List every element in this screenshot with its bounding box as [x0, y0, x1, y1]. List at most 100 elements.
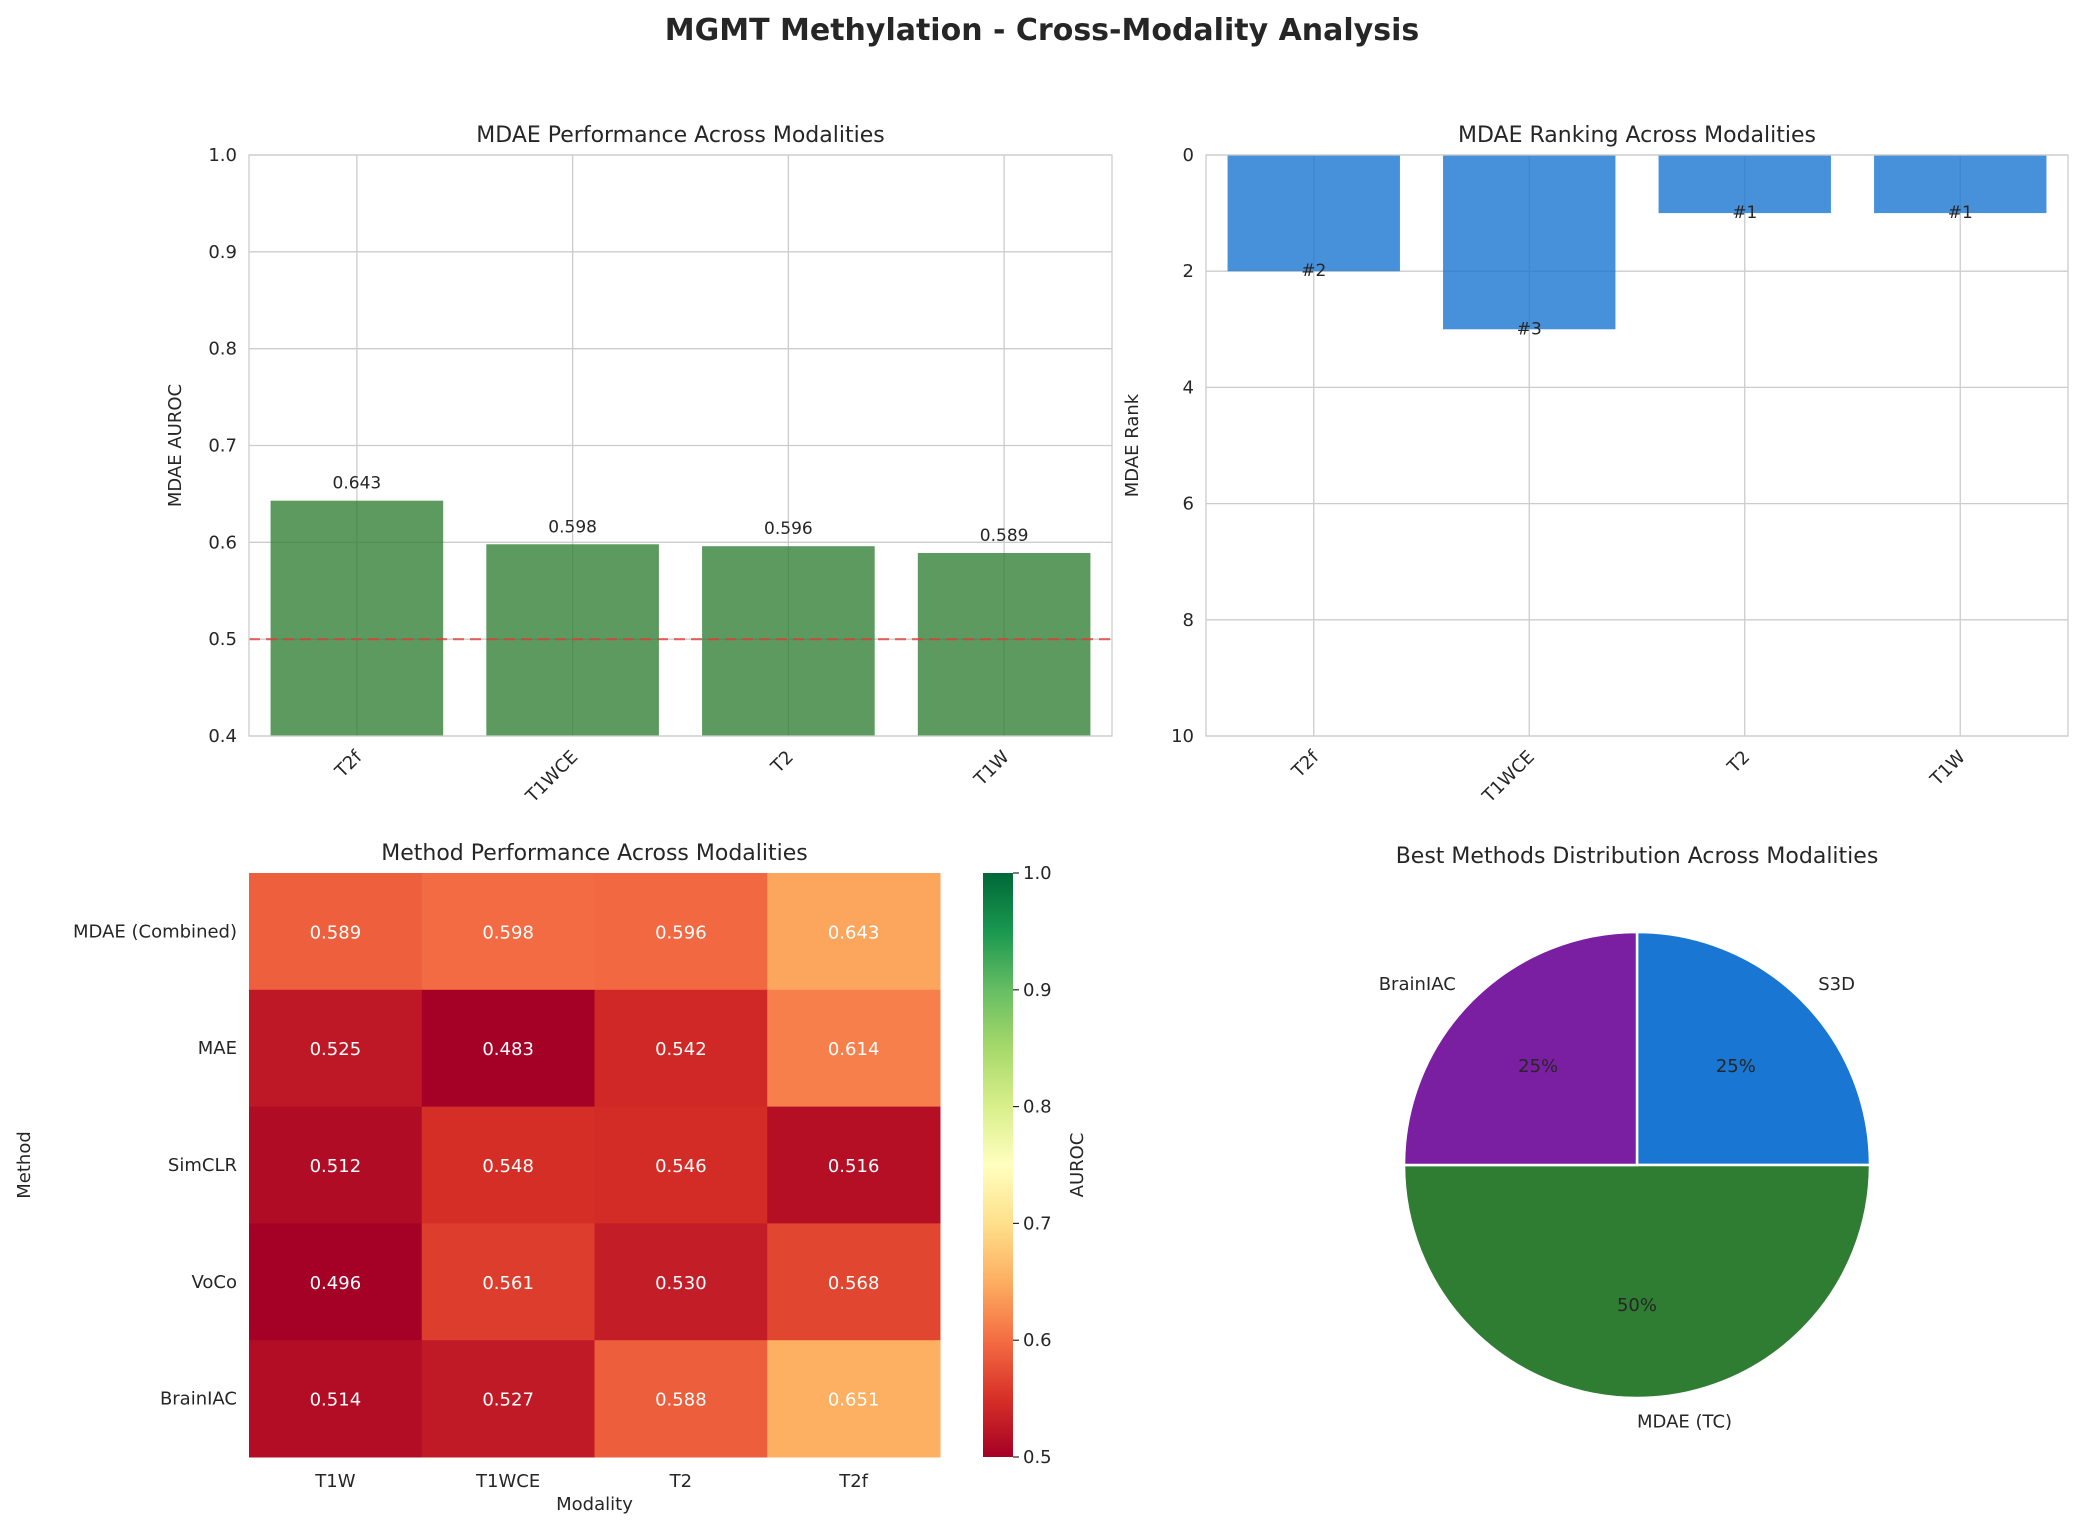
heatmap-cell-label: 0.525 [310, 1039, 362, 1060]
heatmap-cell-label: 0.530 [655, 1273, 707, 1294]
bar-value-label: #2 [1301, 261, 1326, 281]
heatmap-row-label: MDAE (Combined) [73, 921, 237, 942]
pie-percent-label: 25% [1716, 1056, 1756, 1077]
panel-title: Method Performance Across Modalities [381, 841, 807, 866]
bar-t1w [1874, 155, 2047, 214]
heatmap-column-label: T1WCE [475, 1471, 540, 1492]
x-tick-label: T2f [330, 746, 366, 782]
heatmap-cell-label: 0.598 [482, 922, 534, 943]
bar-value-label: #1 [1948, 203, 1973, 223]
x-tick-label: T1WCE [521, 747, 582, 808]
heatmap-cell [767, 1106, 941, 1224]
heatmap-cell [594, 1223, 768, 1341]
pie-slice-mdae-tc [1402, 1163, 1872, 1400]
panel-title: Best Methods Distribution Across Modalit… [1396, 844, 1879, 869]
colorbar-tick-label: 0.9 [1023, 980, 1052, 1001]
bar-t1wce [1443, 155, 1616, 330]
heatmap-cell [249, 873, 423, 991]
heatmap-cell-label: 0.496 [310, 1273, 362, 1294]
colorbar-tick-label: 0.8 [1023, 1097, 1052, 1118]
y-tick-label: 0.6 [208, 532, 237, 553]
bar-t2 [702, 546, 875, 736]
heatmap-cell-label: 0.516 [828, 1156, 880, 1177]
pie-label: BrainIAC [1379, 974, 1456, 995]
heatmap-cell-label: 0.483 [482, 1039, 534, 1060]
colorbar-tick-label: 0.5 [1023, 1447, 1052, 1468]
bar-t2f [270, 500, 444, 736]
heatmap-cell [249, 1223, 423, 1341]
x-tick-label: T1WCE [1478, 747, 1539, 808]
y-tick-label: 2 [1183, 261, 1194, 282]
colorbar-tick-label: 0.7 [1023, 1213, 1052, 1234]
heatmap-cell-label: 0.514 [310, 1390, 362, 1411]
heatmap-cell-label: 0.588 [655, 1390, 707, 1411]
heatmap-column-label: T1W [314, 1471, 355, 1492]
pie-percent-label: 50% [1617, 1295, 1657, 1316]
bar-t2f [1227, 155, 1400, 272]
x-axis-label: Modality [556, 1494, 633, 1515]
method-heatmap: Method Performance Across Modalities 0.58… [14, 841, 1088, 1515]
bar-t1w [917, 552, 1091, 736]
colorbar [983, 873, 1013, 1457]
best-methods-pie-chart: Best Methods Distribution Across Modalit… [1379, 844, 1879, 1432]
x-tick-label: T1W [1926, 747, 1970, 791]
pie-slice-s3d [1635, 930, 1872, 1167]
heatmap-row-label: MAE [198, 1038, 237, 1059]
heatmap-cell-label: 0.614 [828, 1039, 880, 1060]
heatmap-cell [594, 1106, 768, 1224]
y-tick-label: 10 [1171, 726, 1194, 747]
colorbar-tick-label: 0.6 [1023, 1330, 1052, 1351]
heatmap-cell [421, 1106, 595, 1224]
figure-title: MGMT Methylation - Cross-Modality Analys… [665, 13, 1419, 48]
plot-frame [1205, 154, 2069, 737]
heatmap-cell-label: 0.596 [655, 922, 707, 943]
colorbar-tick-label: 1.0 [1023, 863, 1052, 884]
x-tick-label: T2f [1287, 746, 1323, 782]
pie-label: MDAE (TC) [1637, 1411, 1732, 1432]
y-tick-label: 6 [1183, 494, 1194, 515]
heatmap-cell [767, 873, 941, 991]
heatmap-cell-label: 0.512 [310, 1156, 362, 1177]
heatmap-column-label: T2f [838, 1471, 868, 1492]
x-tick-label: T1W [970, 747, 1014, 791]
heatmap-cell [421, 1340, 595, 1458]
y-axis-label: MDAE Rank [1122, 393, 1143, 497]
y-tick-label: 0.9 [208, 242, 237, 263]
auroc-bar-chart: MDAE Performance Across Modalities 0.4 0.5… [165, 123, 1113, 808]
pie-label: S3D [1818, 974, 1855, 995]
heatmap-cell [594, 1340, 768, 1458]
x-tick-label: T2 [766, 747, 797, 778]
heatmap-cell [767, 989, 941, 1108]
y-tick-label: 0.4 [208, 726, 237, 747]
x-tick-label: T2 [1723, 747, 1754, 778]
heatmap-row-label: SimCLR [168, 1155, 237, 1176]
y-axis-label: Method [14, 1131, 35, 1199]
heatmap-cell-label: 0.546 [655, 1156, 707, 1177]
heatmap-cell-label: 0.561 [482, 1273, 534, 1294]
bar-value-label: 0.598 [548, 517, 597, 537]
panel-title: MDAE Ranking Across Modalities [1458, 123, 1816, 148]
heatmap-cell [249, 989, 423, 1108]
bar-t2 [1658, 155, 1831, 214]
y-tick-label: 4 [1183, 377, 1194, 398]
heatmap-cell [594, 989, 768, 1108]
y-axis-label: MDAE AUROC [165, 384, 186, 507]
bar-value-label: 0.643 [333, 474, 382, 494]
rank-bar-chart: MDAE Ranking Across Modalities 0 2 4 6 8 10 #2 #… [1122, 123, 2069, 808]
heatmap-cell [249, 1340, 423, 1458]
heatmap-cell-label: 0.643 [828, 922, 880, 943]
panel-title: MDAE Performance Across Modalities [476, 123, 884, 148]
heatmap-cell [767, 1223, 941, 1341]
colorbar-label: AUROC [1067, 1133, 1088, 1198]
heatmap-cell-label: 0.589 [310, 922, 362, 943]
heatmap-row-label: VoCo [191, 1272, 237, 1293]
heatmap-cell [594, 873, 768, 991]
bar-value-label: 0.596 [764, 519, 813, 539]
heatmap-cell [421, 873, 595, 991]
pie-percent-label: 25% [1518, 1056, 1558, 1077]
y-tick-label: 1.0 [208, 145, 237, 166]
y-tick-label: 0.8 [208, 339, 237, 360]
bar-value-label: #1 [1732, 203, 1757, 223]
plot-frame [248, 154, 1113, 737]
